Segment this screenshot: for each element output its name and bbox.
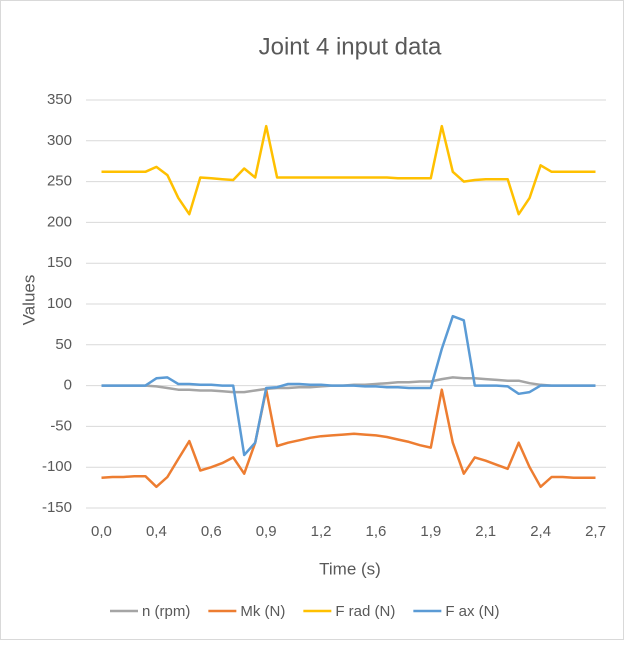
series-line bbox=[101, 124, 596, 216]
x-tick-label: 1,9 bbox=[420, 523, 441, 540]
y-tick-label: -50 bbox=[50, 417, 72, 434]
legend-label: Mk (N) bbox=[240, 603, 285, 620]
x-tick-label: 2,1 bbox=[475, 523, 496, 540]
x-tick-label: 0,4 bbox=[146, 523, 167, 540]
x-tick-label: 2,7 bbox=[585, 523, 606, 540]
x-tick-label: 1,2 bbox=[311, 523, 332, 540]
y-tick-label: -150 bbox=[42, 499, 72, 516]
chart-title: Joint 4 input data bbox=[259, 33, 442, 60]
legend-label: F ax (N) bbox=[445, 603, 499, 620]
y-tick-label: -100 bbox=[42, 458, 72, 475]
y-axis-label: Values bbox=[19, 275, 38, 326]
series-line bbox=[101, 314, 596, 457]
series-line bbox=[101, 388, 596, 489]
legend-label: n (rpm) bbox=[142, 603, 190, 620]
y-tick-label: 0 bbox=[64, 377, 72, 394]
legend-label: F rad (N) bbox=[335, 603, 395, 620]
y-tick-label: 150 bbox=[47, 254, 72, 271]
x-tick-label: 1,6 bbox=[366, 523, 387, 540]
x-tick-label: 2,4 bbox=[530, 523, 551, 540]
y-tick-label: 350 bbox=[47, 91, 72, 108]
x-tick-label: 0,9 bbox=[256, 523, 277, 540]
x-axis-label: Time (s) bbox=[319, 559, 381, 578]
y-tick-label: 300 bbox=[47, 132, 72, 149]
y-tick-label: 200 bbox=[47, 213, 72, 230]
y-tick-label: 250 bbox=[47, 173, 72, 190]
x-tick-label: 0,6 bbox=[201, 523, 222, 540]
x-tick-label: 0,0 bbox=[91, 523, 112, 540]
y-tick-label: 100 bbox=[47, 295, 72, 312]
y-tick-label: 50 bbox=[55, 336, 72, 353]
